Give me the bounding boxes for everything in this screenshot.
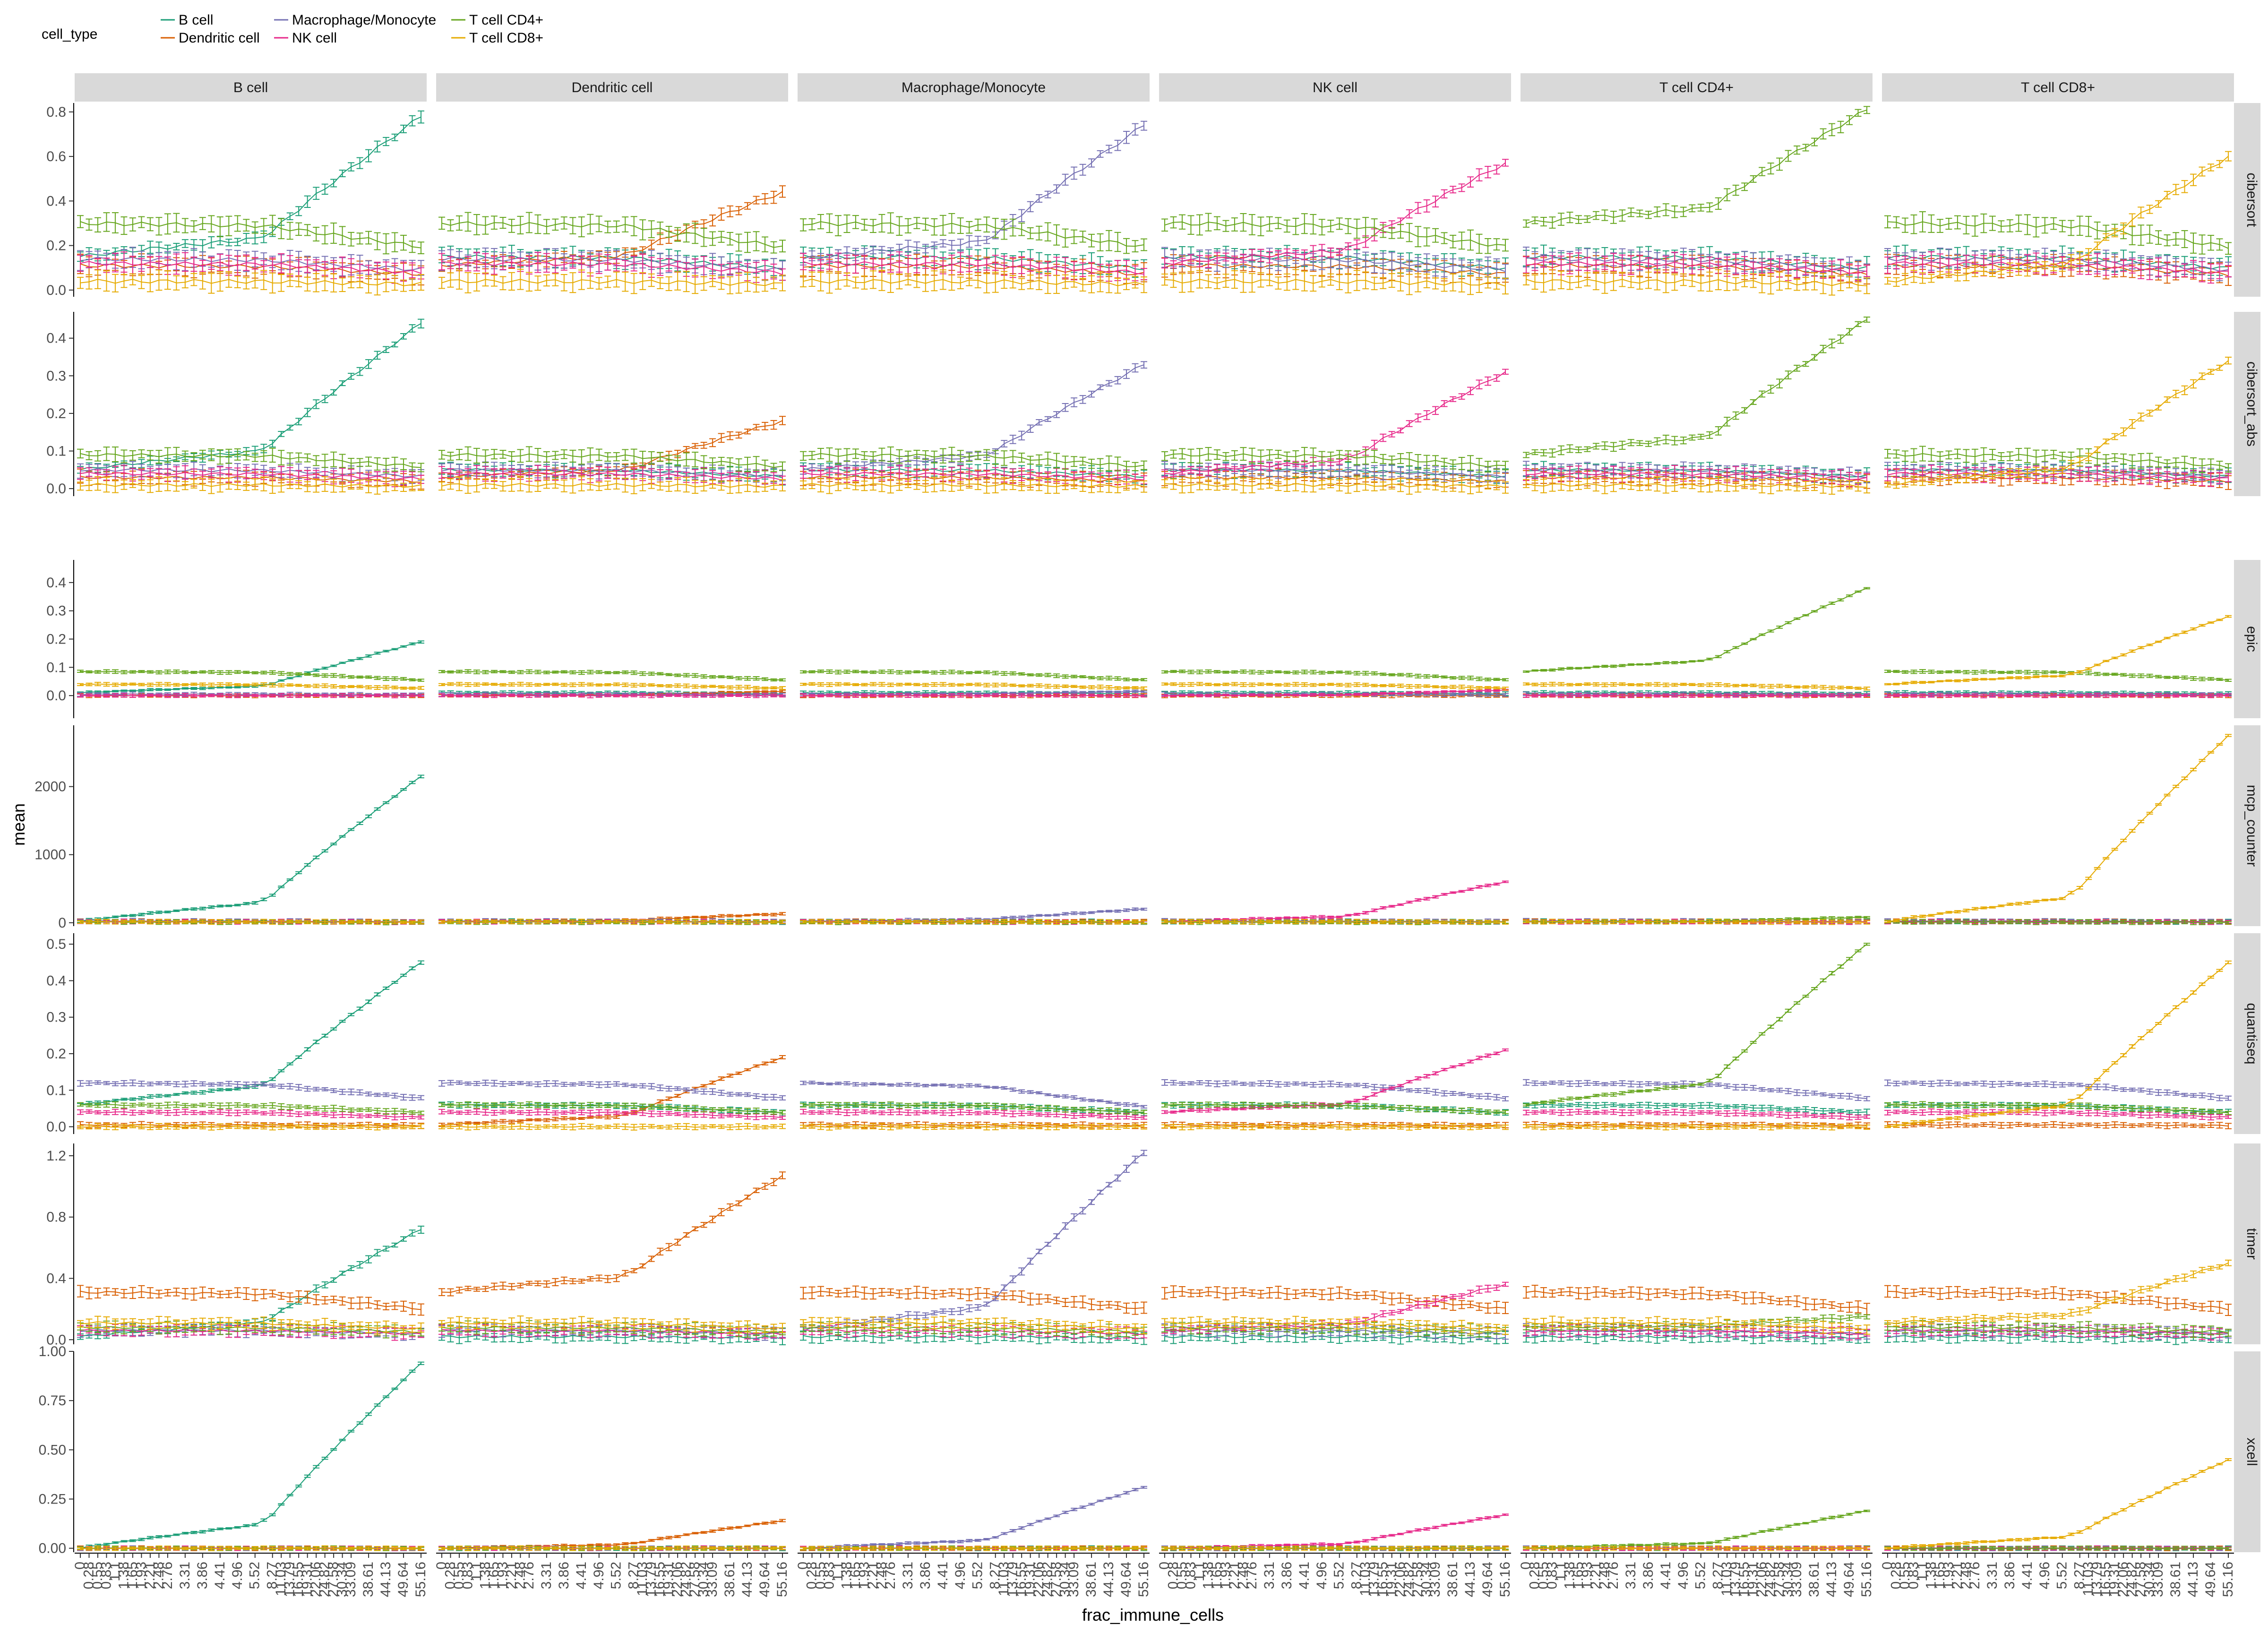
series-line <box>442 222 782 247</box>
series-b-cell <box>800 246 1147 280</box>
series-line <box>1165 255 1505 270</box>
panel-cibersort-b-cell <box>77 111 424 295</box>
error-bar <box>1864 106 1870 113</box>
legend-label: Dendritic cell <box>179 30 260 46</box>
legend: cell_type B cell Dendritic cell Macrophage/… <box>42 12 543 46</box>
series-t-cell-cd8 <box>1161 270 1509 295</box>
y-tick-label: 0.0 <box>46 283 66 298</box>
column-strip-macrophage-monocyte: Macrophage/Monocyte <box>798 73 1150 102</box>
series-b-cell <box>1523 245 1870 277</box>
panel-cibersort-t-cell-cd4 <box>1523 106 1870 295</box>
row-strip-label: cibersort <box>2244 172 2259 227</box>
column-strip-label: B cell <box>233 80 268 95</box>
legend-label: NK cell <box>292 30 337 46</box>
series-line <box>442 279 782 285</box>
column-strip-dendritic-cell: Dendritic cell <box>436 73 788 102</box>
series-t-cell-cd8 <box>438 269 786 294</box>
series-line <box>1526 110 1867 223</box>
series-line <box>1526 257 1867 271</box>
column-strip-label: Dendritic cell <box>572 80 653 95</box>
series-line <box>1165 222 1505 246</box>
legend-label: T cell CD8+ <box>469 30 543 46</box>
series-dendritic-cell <box>438 186 786 273</box>
error-bar <box>77 255 84 271</box>
column-strip-t-cell-cd8: T cell CD8+ <box>1882 73 2234 102</box>
series-macrophage-monocyte <box>1523 247 1870 280</box>
legend-item-macrophage-monocyte: Macrophage/Monocyte <box>274 12 436 28</box>
y-axis-cibersort: 0.0 0.2 0.4 0.6 0.8 <box>46 103 74 298</box>
facet-panels: B cell Dendritic cell Macrophage/Monocyte N… <box>34 73 2260 1597</box>
series-nk-cell <box>1161 159 1509 268</box>
legend-label: T cell CD4+ <box>469 12 543 28</box>
column-strip-label: NK cell <box>1313 80 1357 95</box>
error-bar <box>77 215 84 227</box>
series-t-cell-cd4 <box>1523 106 1870 228</box>
panel-cibersort-nk-cell <box>1161 159 1509 294</box>
column-strip-t-cell-cd4: T cell CD4+ <box>1521 73 1873 102</box>
series-line <box>1165 279 1505 286</box>
column-strip-nk-cell: NK cell <box>1159 73 1511 102</box>
series-t-cell-cd8 <box>1523 270 1870 295</box>
error-bar <box>438 277 445 288</box>
series-t-cell-cd4 <box>77 213 424 254</box>
series-line <box>80 117 421 257</box>
panel-cibersort-macrophage-monocyte <box>800 121 1147 293</box>
legend-item-t-cell-cd8: T cell CD8+ <box>451 30 543 46</box>
y-tick-label: 0.6 <box>46 149 66 164</box>
series-t-cell-cd4 <box>438 213 786 253</box>
column-strip-b-cell: B cell <box>75 73 427 102</box>
error-bar <box>438 217 445 229</box>
legend-label: Macrophage/Monocyte <box>292 12 436 28</box>
series-line <box>803 279 1144 286</box>
row-strip-cibersort: cibersort <box>2234 103 2260 297</box>
legend-label: B cell <box>179 12 213 28</box>
series-t-cell-cd8 <box>800 270 1147 293</box>
panel-cibersort-t-cell-cd8 <box>1884 152 2232 286</box>
legend-item-dendritic-cell: Dendritic cell <box>161 30 260 46</box>
series-line <box>1526 279 1867 286</box>
error-bar <box>1502 278 1509 294</box>
series-macrophage-monocyte <box>800 121 1147 265</box>
panel-cibersort-dendritic-cell <box>438 186 786 293</box>
series-t-cell-cd8 <box>77 270 424 295</box>
legend-item-nk-cell: NK cell <box>274 30 337 46</box>
error-bar <box>418 111 424 123</box>
series-nk-cell <box>1523 252 1870 283</box>
legend-item-t-cell-cd4: T cell CD4+ <box>451 12 543 28</box>
series-line <box>803 126 1144 259</box>
series-t-cell-cd4 <box>1161 214 1509 254</box>
legend-title: cell_type <box>42 26 97 42</box>
column-strip-label: T cell CD8+ <box>2021 80 2095 95</box>
column-strip-label: T cell CD4+ <box>1659 80 1734 95</box>
column-strip-label: Macrophage/Monocyte <box>902 80 1046 95</box>
y-tick-label: 0.8 <box>46 104 66 120</box>
y-tick-label: 0.4 <box>46 193 66 209</box>
y-tick-label: 0.2 <box>46 238 66 254</box>
legend-item-b-cell: B cell <box>161 12 213 28</box>
series-t-cell-cd4 <box>800 213 1147 253</box>
series-line <box>80 257 421 270</box>
